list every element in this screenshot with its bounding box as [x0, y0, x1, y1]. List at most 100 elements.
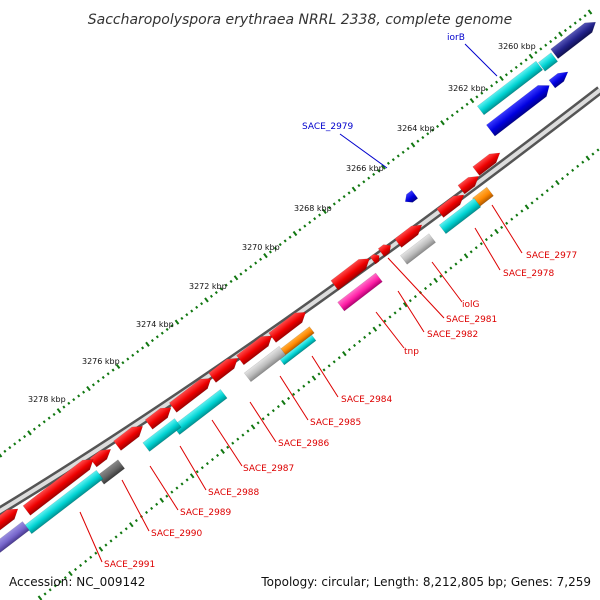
tick-label: 3278 kbp	[28, 395, 66, 404]
tick-dot	[581, 160, 585, 164]
tick-dot	[421, 135, 425, 140]
tick-dot	[263, 253, 268, 259]
tick-dot	[489, 233, 493, 238]
gene-label-SACE_2984[interactable]: SACE_2984	[341, 395, 393, 405]
tick-dot	[307, 380, 311, 384]
cds-2984-cyan	[279, 334, 317, 366]
tick-dot	[283, 239, 287, 243]
tick-dot	[322, 368, 326, 372]
tick-dot	[514, 65, 518, 69]
tick-dot	[175, 486, 179, 490]
tick-dot	[150, 338, 154, 343]
tick-dot	[440, 120, 445, 126]
tick-dot	[292, 230, 298, 237]
cds-red-edge	[0, 508, 19, 533]
tick-dot	[550, 185, 554, 189]
label-leader-lines	[79, 43, 523, 563]
tick-dot	[18, 438, 22, 442]
tick-dot	[578, 17, 582, 21]
tick-dot	[96, 379, 100, 383]
gene-label-SACE_2989[interactable]: SACE_2989	[180, 508, 232, 518]
tick-dot	[408, 299, 412, 303]
leader-line	[491, 204, 523, 254]
tick-dot	[485, 87, 489, 92]
cds-2987-red	[168, 378, 212, 413]
gene-label-SACE_2981[interactable]: SACE_2981	[446, 315, 497, 325]
tick-label: 3270 kbp	[242, 243, 280, 252]
tick-dot	[63, 576, 67, 580]
leader-line	[79, 511, 103, 563]
gene-label-tnp[interactable]: tnp	[404, 347, 419, 357]
tick-dot	[48, 588, 52, 592]
tick-dot	[591, 152, 595, 156]
tick-dot	[436, 124, 440, 129]
tick-dot	[362, 180, 366, 184]
gene-label-SACE_2978[interactable]: SACE_2978	[503, 269, 555, 279]
tick-dot	[271, 409, 275, 413]
gene-label-SACE_2991[interactable]: SACE_2991	[104, 560, 155, 570]
tick-marks-inner	[37, 148, 600, 600]
tick-dot	[583, 14, 587, 18]
gene-label-SACE_2985[interactable]: SACE_2985	[310, 418, 361, 428]
tick-dot	[393, 311, 397, 315]
tick-label: 3264 kbp	[397, 124, 435, 133]
tick-dot	[214, 291, 218, 295]
tick-dot	[563, 28, 567, 33]
tick-dot	[480, 91, 484, 95]
tick-dot	[444, 270, 448, 274]
tick-dot	[86, 385, 91, 392]
tick-dot	[426, 132, 430, 136]
tick-dot	[465, 102, 469, 106]
tick-dot	[82, 390, 86, 394]
tick-dot	[200, 302, 204, 306]
tick-dot	[259, 257, 263, 261]
tick-dot	[499, 75, 504, 82]
tick-dot	[72, 398, 76, 402]
gene-label-SACE_2979[interactable]: SACE_2979	[302, 122, 354, 132]
tick-dot	[256, 421, 260, 425]
tick-dot	[549, 39, 553, 44]
cds-SACE_2979	[404, 190, 419, 203]
gene-label-SACE_2990[interactable]: SACE_2990	[151, 529, 203, 539]
gene-label-iolG[interactable]: iolG	[462, 300, 480, 310]
tick-dot	[539, 47, 543, 51]
gene-label-iorB[interactable]: iorB	[447, 33, 465, 43]
tick-dot	[332, 202, 336, 206]
cds-iolG-red	[394, 224, 423, 248]
leader-line	[311, 355, 339, 398]
gene-label-SACE_2987[interactable]: SACE_2987	[243, 464, 294, 474]
tick-dot	[347, 348, 351, 352]
tick-dot	[42, 420, 46, 424]
tick-dot	[165, 494, 169, 498]
tick-dot	[159, 497, 165, 503]
tick-dot	[209, 294, 213, 298]
feature-track	[0, 21, 596, 555]
topology-text: Topology: circular; Length: 8,212,805 bp…	[260, 575, 591, 589]
gene-label-SACE_2982[interactable]: SACE_2982	[427, 330, 478, 340]
tick-dot	[363, 335, 367, 339]
tick-dot	[410, 142, 416, 148]
cds-purple-edge	[0, 521, 30, 555]
tick-dot	[210, 457, 214, 462]
tick-dot	[383, 319, 387, 323]
tick-dot	[43, 592, 47, 596]
tick-dot	[37, 595, 43, 600]
tick-dot	[249, 265, 253, 269]
tick-dot	[58, 580, 62, 584]
tick-dot	[114, 535, 118, 539]
tick-dot	[276, 405, 280, 409]
tick-dot	[136, 350, 140, 354]
gene-label-SACE_2988[interactable]: SACE_2988	[208, 488, 260, 498]
gene-labels-red: SACE_2977 SACE_2978 iolG SACE_2981 SACE_…	[104, 251, 577, 570]
tick-dot	[528, 53, 534, 59]
gene-label-SACE_2977[interactable]: SACE_2977	[526, 251, 577, 261]
gene-label-SACE_2986[interactable]: SACE_2986	[278, 439, 330, 449]
tick-dot	[303, 224, 307, 228]
tick-dot	[337, 356, 341, 360]
tick-dot	[515, 213, 519, 217]
tick-dot	[141, 346, 145, 350]
leader-line	[387, 257, 445, 319]
tick-dot	[351, 186, 357, 192]
tick-label: 3262 kbp	[448, 84, 486, 93]
tick-labels: 3260 kbp 3262 kbp 3264 kbp 3266 kbp 3268…	[28, 42, 536, 404]
